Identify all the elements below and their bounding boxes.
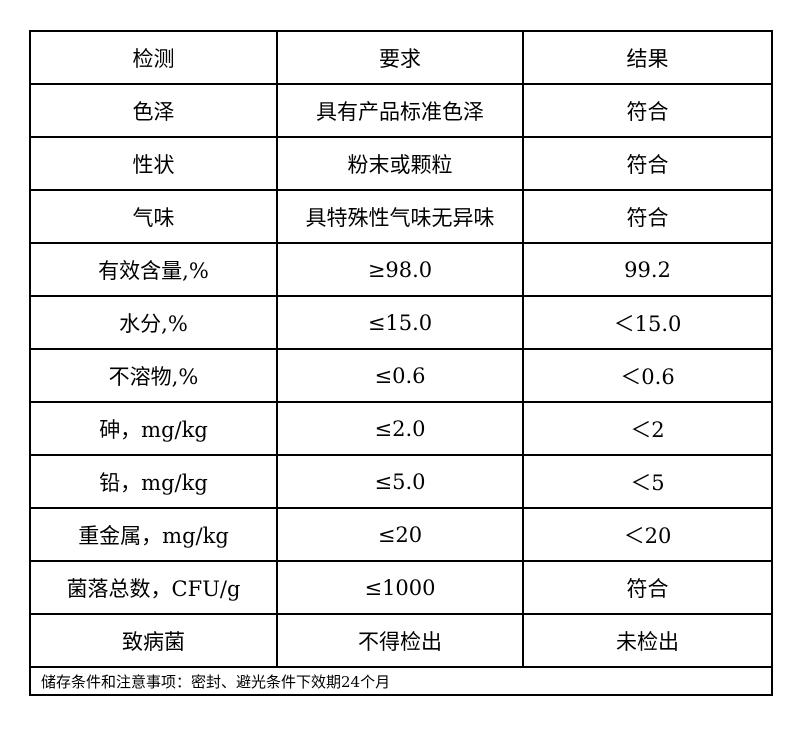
test-name-cell: 不溶物,% <box>29 348 278 403</box>
test-name-cell: 气味 <box>29 189 278 244</box>
test-name-cell: 水分,% <box>29 295 278 350</box>
table-row: 不溶物,% ≤0.6 ＜0.6 <box>29 348 773 403</box>
header-requirement: 要求 <box>276 30 524 85</box>
requirement-cell: ≥98.0 <box>276 242 524 297</box>
result-cell: 未检出 <box>522 613 773 668</box>
test-name-cell: 菌落总数，CFU/g <box>29 560 278 615</box>
result-cell: 符合 <box>522 136 773 191</box>
footer-row: 储存条件和注意事项：密封、避光条件下效期24个月 <box>29 666 773 696</box>
test-name-cell: 致病菌 <box>29 613 278 668</box>
test-name-cell: 性状 <box>29 136 278 191</box>
table-row: 致病菌 不得检出 未检出 <box>29 613 773 668</box>
result-cell: ＜2 <box>522 401 773 456</box>
requirement-cell: 具特殊性气味无异味 <box>276 189 524 244</box>
result-cell: ＜15.0 <box>522 295 773 350</box>
result-cell: ＜20 <box>522 507 773 562</box>
test-name-cell: 砷，mg/kg <box>29 401 278 456</box>
table-row: 有效含量,% ≥98.0 99.2 <box>29 242 773 297</box>
storage-note: 储存条件和注意事项：密封、避光条件下效期24个月 <box>29 666 773 696</box>
test-name-cell: 重金属，mg/kg <box>29 507 278 562</box>
table-row: 铅，mg/kg ≤5.0 ＜5 <box>29 454 773 509</box>
result-cell: 99.2 <box>522 242 773 297</box>
quality-spec-table: 检测 要求 结果 色泽 具有产品标准色泽 符合 性状 粉末或颗粒 符合 气味 具特殊性气味无异… <box>29 30 773 696</box>
table-row: 重金属，mg/kg ≤20 ＜20 <box>29 507 773 562</box>
requirement-cell: ≤1000 <box>276 560 524 615</box>
header-test: 检测 <box>29 30 278 85</box>
table-row: 性状 粉末或颗粒 符合 <box>29 136 773 191</box>
table-row: 菌落总数，CFU/g ≤1000 符合 <box>29 560 773 615</box>
requirement-cell: 不得检出 <box>276 613 524 668</box>
requirement-cell: ≤0.6 <box>276 348 524 403</box>
result-cell: ＜0.6 <box>522 348 773 403</box>
test-name-cell: 铅，mg/kg <box>29 454 278 509</box>
table-row: 气味 具特殊性气味无异味 符合 <box>29 189 773 244</box>
result-cell: 符合 <box>522 189 773 244</box>
result-cell: ＜5 <box>522 454 773 509</box>
requirement-cell: ≤15.0 <box>276 295 524 350</box>
test-name-cell: 色泽 <box>29 83 278 138</box>
table-row: 色泽 具有产品标准色泽 符合 <box>29 83 773 138</box>
header-result: 结果 <box>522 30 773 85</box>
table-row: 水分,% ≤15.0 ＜15.0 <box>29 295 773 350</box>
requirement-cell: ≤2.0 <box>276 401 524 456</box>
requirement-cell: 具有产品标准色泽 <box>276 83 524 138</box>
result-cell: 符合 <box>522 560 773 615</box>
requirement-cell: ≤20 <box>276 507 524 562</box>
requirement-cell: 粉末或颗粒 <box>276 136 524 191</box>
result-cell: 符合 <box>522 83 773 138</box>
requirement-cell: ≤5.0 <box>276 454 524 509</box>
test-name-cell: 有效含量,% <box>29 242 278 297</box>
table-row: 砷，mg/kg ≤2.0 ＜2 <box>29 401 773 456</box>
header-row: 检测 要求 结果 <box>29 30 773 85</box>
